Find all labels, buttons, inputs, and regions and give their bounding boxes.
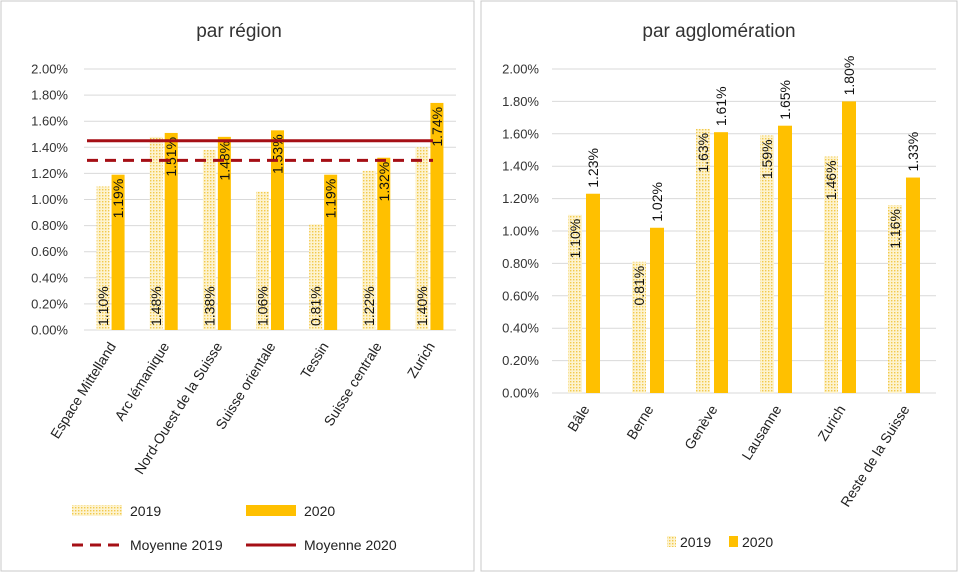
bar-2019-tessin [309,224,323,330]
bar-2019-zurich [824,156,838,393]
data-label-2019: 0.81% [308,286,324,326]
data-label-2020: 1.32% [376,162,392,202]
data-label-2020: 1.51% [163,137,179,177]
y-tick-label: 1.60% [31,114,68,129]
data-label-2020: 1.61% [713,86,729,126]
bar-2019-zurich [415,147,429,330]
y-tick-label: 0.00% [31,323,68,338]
bar-2019-suisse-orientale [256,191,269,330]
data-label-2019: 1.10% [567,219,583,259]
data-label-2020: 1.33% [905,132,921,172]
bar-2019-suisse-centrale [362,170,376,330]
bar-2020-nord-ouest-de-la-suisse [217,136,231,330]
legend-label-moyenne-2019: Moyenne 2019 [130,537,223,553]
bar-2020-arc-lemanique [164,132,178,330]
y-tick-label: 2.00% [502,62,539,77]
bar-2019-berne [632,261,646,393]
y-tick-label: 1.40% [502,159,539,174]
bar-2020-suisse-centrale [377,157,391,330]
y-tick-label: 0.20% [502,353,539,368]
legend-swatch-2020 [729,536,738,547]
data-label-2020: 1.19% [110,179,126,219]
data-label-2020: 1.74% [429,107,445,147]
bar-2019-bale [568,214,582,393]
legend-label-2020: 2020 [742,534,773,550]
y-tick-label: 0.80% [31,218,68,233]
data-label-2020: 1.65% [777,80,793,120]
bar-2019-lausanne [760,135,774,394]
y-tick-label: 1.20% [502,191,539,206]
data-label-2019: 1.16% [887,209,903,249]
chart-title-region: par région [196,21,282,42]
bar-2019-arc-lemanique [149,136,163,330]
y-tick-label: 2.00% [31,62,68,77]
data-label-2020: 1.19% [323,179,339,219]
bar-2019-geneve [696,128,710,393]
y-tick-label: 0.60% [31,244,68,259]
bar-2020-zurich [842,101,856,394]
legend-swatch-2020 [246,505,296,516]
bar-2020-bale [586,193,600,393]
y-tick-label: 1.40% [31,140,68,155]
data-label-2020: 1.23% [585,148,601,188]
legend-swatch-2019 [72,505,122,516]
data-label-2019: 1.48% [148,286,164,326]
bar-2019-nord-ouest-de-la-suisse [202,149,216,330]
data-label-2019: 1.38% [201,286,217,326]
bar-2020-reste-de-la-suisse [906,177,920,393]
data-label-2019: 1.46% [823,160,839,200]
y-tick-label: 0.20% [31,296,68,311]
bar-2020-lausanne [778,125,792,393]
data-label-2019: 1.40% [414,286,430,326]
data-label-2019: 1.10% [95,286,111,326]
bar-2020-suisse-orientale [271,130,284,330]
data-label-2019: 1.22% [361,286,377,326]
panel-frame-region [0,0,475,572]
legend-agglomeration: 2019 2020 [667,534,773,550]
data-label-2020: 1.48% [216,141,232,181]
y-tick-label: 1.00% [502,224,539,239]
legend-label-2019: 2019 [680,534,711,550]
data-label-2020: 1.02% [649,182,665,222]
y-tick-label: 0.00% [502,386,539,401]
bar-2019-reste-de-la-suisse [888,205,902,393]
legend-region: 2019 2020 Moyenne 2019 Moyenne 2020 [72,503,397,553]
y-tick-label: 1.60% [502,126,539,141]
y-tick-label: 1.00% [31,192,68,207]
y-tick-label: 1.80% [502,94,539,109]
bar-2019-espace-mittelland [96,186,110,330]
y-tick-label: 0.40% [31,270,68,285]
bar-2020-geneve [714,132,728,393]
chart-title-agglomeration: par agglomération [642,21,795,42]
data-label-2019: 1.06% [255,286,271,326]
y-tick-label: 1.20% [31,166,68,181]
bar-2020-berne [650,227,664,393]
legend-label-moyenne-2020: Moyenne 2020 [304,537,397,553]
legend-swatch-2019 [667,536,676,547]
y-tick-label: 0.60% [502,288,539,303]
data-label-2019: 1.59% [759,139,775,179]
bar-2020-zurich [430,102,444,331]
y-tick-label: 1.80% [31,88,68,103]
y-tick-label: 0.40% [502,321,539,336]
data-label-2020: 1.80% [841,56,857,96]
data-label-2020: 1.53% [270,134,286,174]
legend-label-2020: 2020 [304,503,335,519]
bar-2020-espace-mittelland [111,174,125,330]
data-label-2019: 1.63% [695,133,711,173]
bar-2020-tessin [324,174,338,330]
legend-label-2019: 2019 [130,503,161,519]
y-tick-label: 0.80% [502,256,539,271]
data-label-2019: 0.81% [631,266,647,306]
